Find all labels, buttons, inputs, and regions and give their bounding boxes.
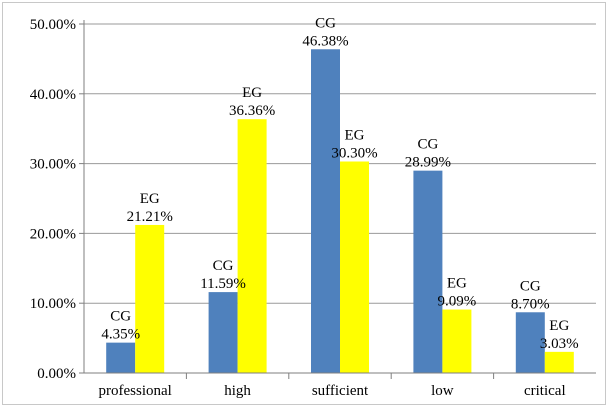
data-label-series: EG — [549, 318, 569, 334]
data-label-series: EG — [140, 191, 160, 207]
data-label-series: EG — [447, 276, 467, 292]
x-tick-labels: professional high sufficient low critical — [99, 383, 566, 399]
bar-cg — [106, 342, 136, 373]
data-label-value: 11.59% — [200, 276, 246, 292]
data-label-series: CG — [520, 278, 541, 294]
data-label-value: 36.36% — [229, 103, 275, 119]
y-tick-label: 40.00% — [30, 87, 76, 103]
y-tick-label: 10.00% — [30, 296, 76, 312]
data-label-series: EG — [345, 128, 365, 144]
data-label-series: EG — [242, 85, 262, 101]
y-tick-label: 0.00% — [37, 366, 76, 382]
bar-eg — [135, 224, 165, 373]
x-tick-label: low — [431, 383, 454, 399]
data-label-value: 28.99% — [405, 155, 451, 171]
data-label-series: CG — [315, 15, 336, 31]
data-label-series: CG — [417, 137, 438, 153]
bars — [106, 49, 574, 373]
x-tick-label: high — [224, 383, 251, 399]
data-label-value: 3.03% — [540, 336, 579, 352]
data-label-value: 9.09% — [438, 294, 477, 310]
data-labels: CG 4.35% EG 21.21% CG 11.59% EG 36.36% CG 46.38% E… — [101, 15, 578, 352]
data-label-value: 21.21% — [127, 209, 173, 225]
y-tick-label: 30.00% — [30, 157, 76, 173]
bar-eg — [544, 351, 574, 373]
bar-cg — [208, 292, 238, 373]
bar-eg — [340, 161, 369, 373]
data-label-series: CG — [213, 258, 234, 274]
bar-cg — [413, 170, 443, 373]
data-label-value: 30.30% — [331, 146, 377, 162]
x-tick-label: critical — [524, 383, 566, 399]
x-tick-label: sufficient — [312, 383, 369, 399]
y-tick-label: 50.00% — [30, 17, 76, 33]
bar-eg — [237, 119, 267, 373]
y-tick-label: 20.00% — [30, 226, 76, 242]
axes — [79, 20, 596, 379]
data-label-series: CG — [110, 309, 131, 325]
bar-eg — [442, 309, 472, 373]
y-tick-labels: 0.00% 10.00% 20.00% 30.00% 40.00% 50.00% — [30, 17, 76, 382]
chart-frame — [2, 2, 606, 405]
x-tick-label: professional — [99, 383, 172, 399]
bar-cg — [311, 49, 340, 373]
bar-cg — [515, 312, 545, 373]
data-label-value: 8.70% — [511, 296, 550, 312]
data-label-value: 46.38% — [302, 33, 348, 49]
data-label-value: 4.35% — [101, 327, 140, 343]
